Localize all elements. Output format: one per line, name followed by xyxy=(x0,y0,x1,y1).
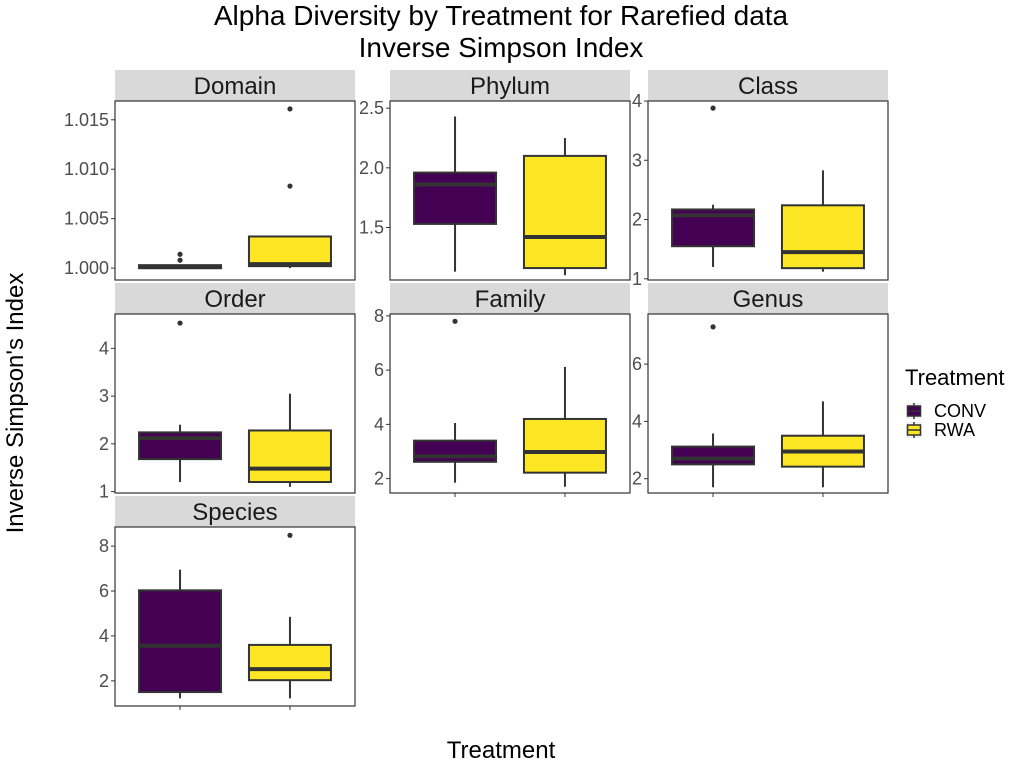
box-domain-conv xyxy=(138,251,223,270)
y-tick-label: 2.0 xyxy=(359,158,384,178)
box-iqr xyxy=(138,589,223,694)
panel-domain: Domain 1.000 1.005 1.010 1.015 xyxy=(64,70,356,281)
panel-strip xyxy=(115,496,355,527)
box-phylum-rwa xyxy=(522,137,607,276)
box-family-rwa xyxy=(522,366,607,487)
box-iqr xyxy=(413,171,498,225)
x-axis-title: Treatment xyxy=(447,737,556,764)
box-species-rwa xyxy=(247,532,332,699)
outlier-point xyxy=(287,183,293,189)
outlier-point xyxy=(287,106,293,112)
y-tick-label: 6 xyxy=(632,354,642,374)
panel-class: Class 1 2 3 4 xyxy=(632,70,889,289)
box-iqr xyxy=(522,154,607,270)
outlier-point xyxy=(287,532,293,538)
panel-strip xyxy=(115,283,355,314)
box-family-conv xyxy=(413,318,498,483)
panel-strip-label: Phylum xyxy=(470,73,550,100)
chart-title: Alpha Diversity by Treatment for Rarefie… xyxy=(214,0,789,31)
outlier-point xyxy=(710,105,716,111)
box-phylum-conv xyxy=(413,116,498,272)
y-tick-label: 2 xyxy=(99,434,109,454)
box-class-conv xyxy=(671,105,756,267)
outlier-point xyxy=(177,257,183,263)
box-class-rwa xyxy=(780,170,865,272)
box-iqr xyxy=(780,204,865,270)
box-iqr xyxy=(247,429,332,484)
y-tick-label: 1.005 xyxy=(64,209,109,229)
y-tick-label: 2 xyxy=(632,210,642,230)
y-tick-label: 4 xyxy=(632,91,642,111)
box-iqr xyxy=(247,643,332,682)
panel-species: Species 2 4 6 8 xyxy=(99,496,356,710)
y-tick-label: 2 xyxy=(99,671,109,691)
y-tick-label: 4 xyxy=(632,411,642,431)
box-domain-rwa xyxy=(247,106,332,269)
box-iqr xyxy=(413,439,498,463)
box-order-rwa xyxy=(247,393,332,487)
y-tick-label: 2.5 xyxy=(359,98,384,118)
y-tick-label: 8 xyxy=(374,306,384,326)
box-iqr xyxy=(671,445,756,466)
panel-strip-label: Species xyxy=(192,499,277,526)
panel-order: Order 1 2 3 4 xyxy=(99,283,356,502)
legend-title: Treatment xyxy=(905,365,1004,390)
panel-phylum: Phylum 1.5 2.0 2.5 xyxy=(359,70,631,281)
y-tick-label: 4 xyxy=(99,626,109,646)
panel-strip-label: Family xyxy=(475,286,546,313)
box-order-conv xyxy=(138,320,223,483)
legend-key-conv xyxy=(906,403,922,419)
box-genus-conv xyxy=(671,324,756,488)
outlier-point xyxy=(452,318,458,324)
panel-strip-label: Class xyxy=(738,73,798,100)
panel-strip-label: Order xyxy=(204,286,265,313)
box-genus-rwa xyxy=(780,401,865,488)
legend-key-rwa xyxy=(906,422,922,438)
panel-strip-label: Domain xyxy=(194,73,277,100)
y-tick-label: 4 xyxy=(374,414,384,434)
outlier-point xyxy=(177,251,183,257)
y-tick-label: 1.5 xyxy=(359,217,384,237)
panel-strip-label: Genus xyxy=(733,286,804,313)
panel-strip xyxy=(115,70,355,101)
box-species-conv xyxy=(138,569,223,699)
panel-strip xyxy=(648,70,888,101)
outlier-point xyxy=(177,320,183,326)
panel-genus: Genus 2 4 6 xyxy=(632,283,889,497)
panel-strip xyxy=(648,283,888,314)
y-tick-label: 3 xyxy=(99,386,109,406)
y-tick-label: 1.015 xyxy=(64,110,109,130)
y-tick-label: 6 xyxy=(374,360,384,380)
y-tick-label: 6 xyxy=(99,581,109,601)
y-tick-label: 1.010 xyxy=(64,159,109,179)
legend-label-conv: CONV xyxy=(934,401,986,421)
panel-strip xyxy=(390,70,630,101)
box-iqr xyxy=(247,235,332,268)
panel-strip xyxy=(390,283,630,314)
y-axis-title: Inverse Simpson's Index xyxy=(2,273,29,534)
y-tick-label: 8 xyxy=(99,536,109,556)
panel-family: Family 2 4 6 8 xyxy=(374,283,631,497)
y-tick-label: 2 xyxy=(632,469,642,489)
y-tick-label: 1 xyxy=(99,482,109,502)
y-tick-label: 2 xyxy=(374,469,384,489)
box-iqr xyxy=(522,417,607,474)
y-tick-label: 1 xyxy=(632,269,642,289)
y-tick-label: 4 xyxy=(99,338,109,358)
outlier-point xyxy=(710,324,716,330)
chart-subtitle: Inverse Simpson Index xyxy=(359,32,644,63)
y-tick-label: 1.000 xyxy=(64,258,109,278)
y-tick-label: 3 xyxy=(632,150,642,170)
legend-label-rwa: RWA xyxy=(934,420,975,440)
facet-panels: Domain 1.000 1.005 1.010 1.015 Phylum 1.5 2.0 2.… xyxy=(64,70,889,710)
